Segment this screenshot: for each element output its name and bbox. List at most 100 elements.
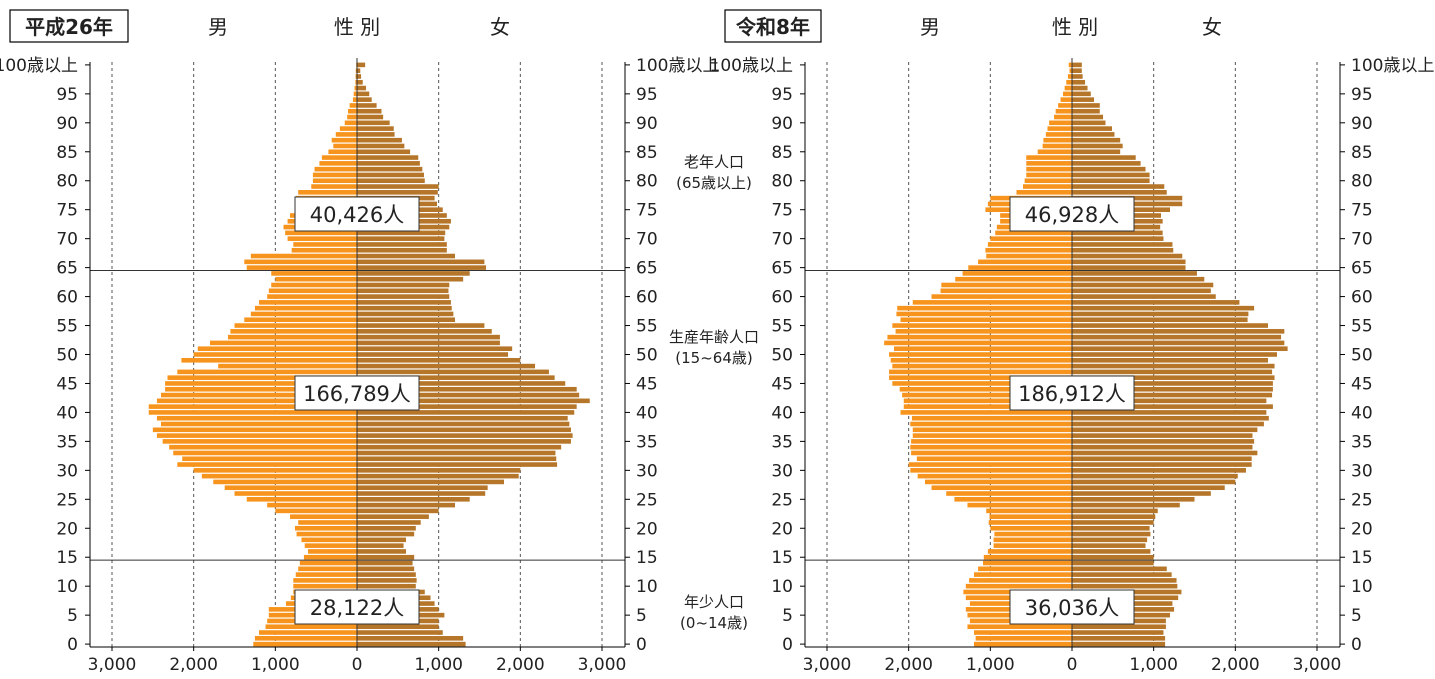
bar-male-age-2 xyxy=(259,630,357,635)
bar-female-age-35 xyxy=(1072,439,1255,444)
bar-male-age-24 xyxy=(967,502,1072,508)
age-label-left: 10 xyxy=(56,577,78,597)
bar-female-age-1 xyxy=(1072,636,1166,641)
age-label-right: 30 xyxy=(1351,461,1373,481)
bar-male-age-96 xyxy=(1064,85,1072,91)
bar-male-age-26 xyxy=(946,491,1072,496)
bar-female-age-21 xyxy=(1072,520,1154,525)
bar-male-age-13 xyxy=(978,566,1072,572)
bar-male-age-82 xyxy=(1026,166,1072,172)
bar-male-age-37 xyxy=(912,427,1072,433)
bar-female-age-28 xyxy=(1072,479,1236,485)
bar-female-age-100 xyxy=(1072,62,1082,68)
bar-female-age-91 xyxy=(357,114,384,120)
bar-female-age-31 xyxy=(357,462,558,467)
bar-female-age-36 xyxy=(1072,433,1253,438)
age-label-right: 5 xyxy=(1351,606,1362,626)
age-label-right: 70 xyxy=(636,230,658,250)
value-tick-label: 1,000 xyxy=(414,655,463,675)
bar-female-age-40 xyxy=(1072,410,1267,415)
bar-female-age-41 xyxy=(1072,404,1273,409)
age-label-right: 40 xyxy=(1351,403,1373,423)
bar-male-age-82 xyxy=(314,166,357,172)
bar-male-age-47 xyxy=(177,369,357,375)
bar-female-age-44 xyxy=(1072,386,1273,392)
bar-male-age-46 xyxy=(889,375,1072,380)
bar-female-age-86 xyxy=(357,143,405,149)
value-tick-label: 3,000 xyxy=(803,655,852,675)
bar-female-age-71 xyxy=(357,230,446,236)
bar-male-age-40 xyxy=(900,410,1072,415)
group-label-elderly: 老年人口 xyxy=(684,153,744,171)
bar-female-age-32 xyxy=(1072,456,1252,462)
bar-male-age-1 xyxy=(254,636,357,641)
bar-male-age-61 xyxy=(940,288,1072,294)
bar-female-age-13 xyxy=(1072,566,1167,572)
age-label-right: 60 xyxy=(1351,288,1373,308)
age-label-right: 75 xyxy=(636,201,658,221)
bar-female-age-17 xyxy=(357,543,404,548)
bar-male-age-3 xyxy=(967,624,1072,630)
bar-female-age-56 xyxy=(1072,317,1248,323)
bar-female-age-61 xyxy=(1072,288,1211,294)
bar-female-age-50 xyxy=(357,352,509,357)
bar-male-age-43 xyxy=(161,392,357,398)
bar-female-age-42 xyxy=(357,398,590,404)
bar-female-age-78 xyxy=(357,190,438,195)
bar-male-age-30 xyxy=(193,468,357,473)
age-label-right: 80 xyxy=(636,172,658,192)
bar-female-age-85 xyxy=(1072,149,1121,155)
bar-male-age-17 xyxy=(993,543,1072,548)
bar-male-age-29 xyxy=(201,473,357,479)
bar-male-age-10 xyxy=(965,583,1072,589)
age-label-right: 40 xyxy=(636,403,658,423)
bar-female-age-69 xyxy=(357,242,447,247)
bar-male-age-99 xyxy=(1069,68,1072,73)
bar-female-age-19 xyxy=(1072,531,1151,537)
bar-male-age-60 xyxy=(931,294,1072,299)
bar-female-age-29 xyxy=(357,473,519,479)
bar-female-age-39 xyxy=(357,415,568,421)
age-label-right: 20 xyxy=(636,519,658,539)
bar-male-age-27 xyxy=(224,485,357,491)
bar-female-age-62 xyxy=(357,282,450,288)
bar-female-age-90 xyxy=(357,120,390,126)
group-label-young: 年少人口 xyxy=(684,593,744,611)
bar-male-age-14 xyxy=(299,560,357,566)
population-callout-box xyxy=(1009,375,1135,411)
age-label-right: 0 xyxy=(1351,635,1362,655)
bar-female-age-14 xyxy=(1072,560,1154,566)
bar-male-age-48 xyxy=(218,363,357,369)
bar-female-age-40 xyxy=(357,410,575,415)
bar-male-age-21 xyxy=(298,520,357,525)
bar-female-age-20 xyxy=(1072,525,1150,531)
bar-male-age-52 xyxy=(884,340,1072,346)
age-label-right: 0 xyxy=(636,635,647,655)
value-tick-label: 1,000 xyxy=(1129,655,1178,675)
bar-male-age-78 xyxy=(298,190,357,195)
age-label-left: 65 xyxy=(771,259,793,279)
bar-female-age-70 xyxy=(357,236,445,241)
population-callout-label: 28,122人 xyxy=(310,596,404,620)
age-label-right: 55 xyxy=(1351,317,1373,337)
bar-male-age-54 xyxy=(895,329,1072,334)
bar-female-age-24 xyxy=(1072,502,1180,508)
bar-female-age-55 xyxy=(357,323,485,328)
age-label-left: 90 xyxy=(56,114,78,134)
year-badge xyxy=(724,9,822,43)
bar-male-age-88 xyxy=(335,132,357,137)
bar-male-age-65 xyxy=(968,265,1072,270)
bar-male-age-61 xyxy=(268,288,357,294)
bar-male-age-97 xyxy=(355,79,357,85)
bar-female-age-43 xyxy=(1072,392,1273,398)
age-label-right: 60 xyxy=(636,288,658,308)
bar-male-age-23 xyxy=(986,508,1072,514)
bar-male-age-38 xyxy=(161,421,357,427)
bar-female-age-87 xyxy=(1072,137,1121,143)
age-label-left: 25 xyxy=(56,490,78,510)
bar-male-age-58 xyxy=(897,305,1072,311)
bar-male-age-70 xyxy=(287,236,357,241)
age-label-right: 100歳以上 xyxy=(636,56,719,76)
age-label-left: 40 xyxy=(771,403,793,423)
age-label-right: 10 xyxy=(1351,577,1373,597)
